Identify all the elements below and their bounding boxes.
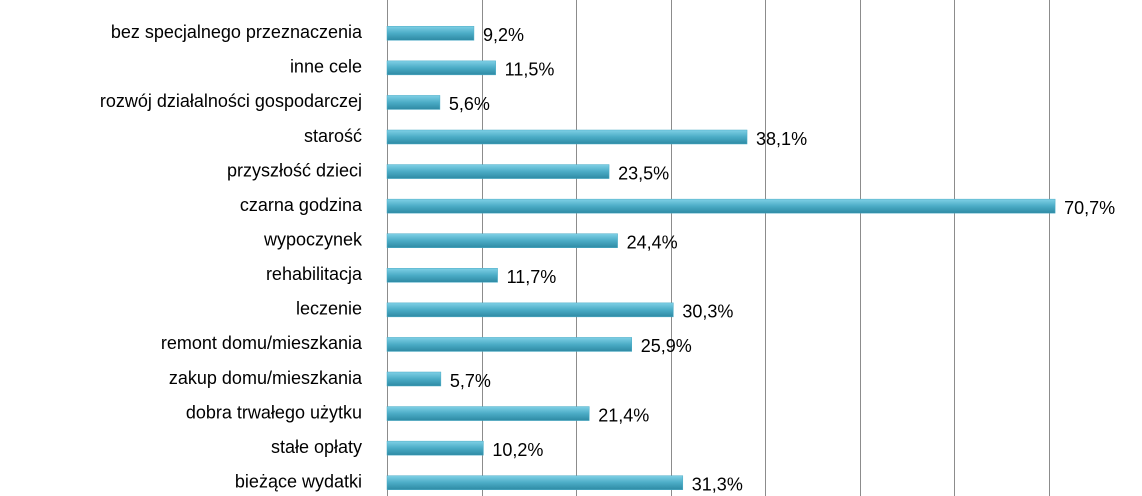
category-label: przyszłość dzieci [227, 160, 362, 180]
bar [386, 371, 442, 387]
value-label: 25,9% [641, 336, 692, 356]
value-label: 70,7% [1064, 198, 1115, 218]
bar [386, 337, 633, 352]
category-label: starość [304, 126, 362, 146]
bar [386, 233, 618, 248]
bar [386, 268, 498, 283]
value-label: 5,6% [449, 94, 490, 114]
bar [386, 26, 475, 41]
category-label: zakup domu/mieszkania [169, 368, 363, 388]
bar [386, 95, 441, 110]
category-label: bez specjalnego przeznaczenia [111, 22, 363, 42]
value-label: 23,5% [618, 163, 669, 183]
bar [386, 302, 674, 318]
value-label: 9,2% [483, 25, 524, 45]
category-label: czarna godzina [240, 195, 363, 215]
bar [386, 198, 1056, 214]
bar [386, 129, 748, 145]
value-label: 21,4% [598, 405, 649, 425]
value-label: 11,5% [505, 60, 555, 80]
category-label: wypoczynek [263, 229, 363, 249]
bar [386, 164, 610, 179]
value-label: 10,2% [492, 440, 543, 460]
category-label: stałe opłaty [271, 437, 362, 457]
value-label: 38,1% [756, 129, 807, 149]
category-label: dobra trwałego użytku [186, 402, 362, 422]
category-label: rozwój działalności gospodarczej [100, 91, 362, 111]
bar [386, 440, 484, 456]
bar [386, 475, 684, 490]
bar [386, 406, 590, 421]
category-label: leczenie [296, 299, 362, 319]
value-label: 24,4% [627, 232, 678, 252]
value-label: 30,3% [682, 302, 733, 322]
category-label: remont domu/mieszkania [161, 333, 363, 353]
value-label: 11,7% [507, 267, 557, 287]
bar [386, 60, 496, 76]
value-label: 5,7% [450, 371, 491, 391]
category-label: inne cele [290, 57, 362, 77]
category-label: rehabilitacja [266, 264, 363, 284]
category-label: bieżące wydatki [235, 471, 362, 491]
value-label: 31,3% [692, 474, 743, 494]
